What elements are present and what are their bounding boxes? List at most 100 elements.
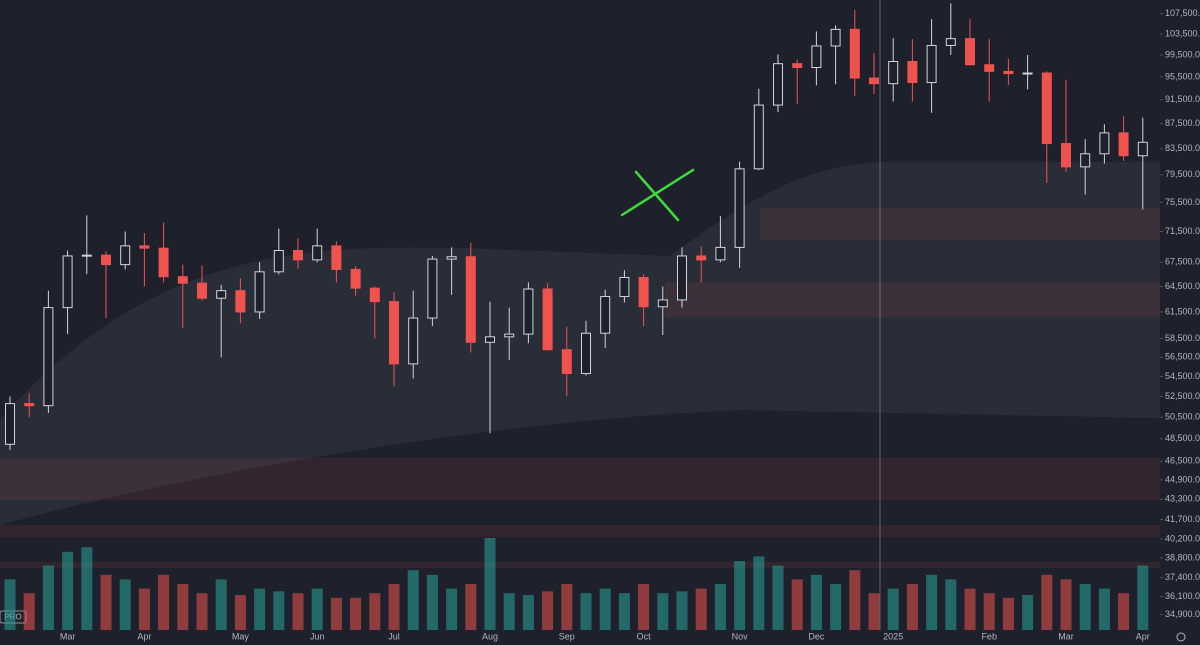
volume-zone (665, 282, 1160, 317)
volume-bar (676, 591, 688, 630)
candle-body (427, 258, 438, 319)
volume-bar (273, 591, 285, 630)
volume-bar (426, 574, 438, 630)
y-tick-label: 43,300.0 (1165, 494, 1200, 504)
band (0, 161, 1160, 525)
volume-bar (254, 588, 266, 630)
y-tick-label: 41,700.0 (1165, 514, 1200, 524)
candle-body (638, 276, 649, 308)
candle-body (1022, 72, 1033, 75)
candle-body (62, 255, 73, 309)
candle-body (389, 301, 399, 365)
drawn-x (620, 168, 695, 217)
candle-body (1118, 132, 1129, 157)
volume-bar (1022, 595, 1034, 630)
candle-body (561, 349, 572, 375)
volume-bar (177, 584, 189, 630)
x-tick-label: Apr (137, 631, 151, 641)
volume-bar (369, 593, 381, 630)
candle-body (773, 63, 783, 106)
candle-body (619, 276, 630, 298)
decorations (0, 0, 1160, 630)
candle-body (696, 255, 707, 261)
volume-bar (81, 547, 93, 630)
candle-body (465, 256, 476, 343)
candle-body (120, 245, 131, 266)
settings-icon[interactable] (1176, 632, 1186, 642)
volume-bar (618, 593, 630, 630)
volume-bar (657, 593, 669, 630)
drawn-x (634, 170, 680, 222)
volume-bar (4, 579, 16, 630)
volume-bar (753, 556, 765, 630)
volume-bar (100, 574, 112, 630)
y-tick-label: 79,500.0 (1165, 169, 1200, 179)
candle-body (504, 333, 515, 338)
candle-body (945, 38, 956, 46)
volume-bar (542, 591, 554, 630)
candle-body (1137, 141, 1148, 157)
y-tick-label: 58,500.0 (1165, 333, 1200, 343)
candle-body (81, 254, 92, 257)
volume-bar (1002, 597, 1014, 630)
volume-bar (714, 584, 726, 630)
candle-body (677, 255, 687, 301)
volume-bar (868, 593, 880, 630)
volume-bar (772, 565, 784, 630)
candle-body (254, 271, 265, 313)
volume-bar (638, 584, 650, 630)
x-tick-label: Oct (637, 631, 652, 641)
volume-bar (311, 588, 323, 630)
volume-bar (945, 579, 957, 630)
candle-body (273, 249, 284, 273)
volume-bar (887, 588, 899, 630)
candle-body (139, 245, 150, 249)
candle-body (792, 63, 803, 69)
y-tick-label: 38,800.0 (1165, 552, 1200, 562)
candle-body (5, 403, 15, 445)
candle-body (523, 288, 534, 335)
candle-body (158, 247, 169, 278)
volume-bar (62, 551, 74, 630)
x-tick-label: Jul (388, 631, 400, 641)
candle-body (177, 276, 188, 284)
y-tick-label: 44,900.0 (1165, 474, 1200, 484)
y-tick-label: 61,500.0 (1165, 306, 1200, 316)
volume-bar (599, 588, 611, 630)
volume-bar (983, 593, 995, 630)
volume-bar (484, 538, 496, 630)
volume-zone (0, 562, 1160, 568)
candle-body (965, 38, 975, 66)
candle-body (485, 336, 495, 343)
x-tick-label: Sep (559, 631, 575, 641)
volume-bar (830, 584, 842, 630)
candle-body (888, 61, 899, 85)
volume-bar (791, 579, 803, 630)
candle-body (331, 245, 342, 270)
candle-body (715, 246, 726, 261)
candle-body (1080, 153, 1091, 168)
volume-bar (695, 588, 707, 630)
y-tick-label: 64,500.0 (1165, 281, 1200, 291)
volume-bar (964, 588, 976, 630)
candle-body (197, 282, 207, 299)
y-tick-label: 71,500.0 (1165, 226, 1200, 236)
volume-bar (1079, 584, 1091, 630)
volume-bar (561, 584, 573, 630)
y-tick-label: 37,400.0 (1165, 572, 1200, 582)
volume-bar (503, 593, 515, 630)
volume-bar (1098, 588, 1110, 630)
y-tick-label: 91,500.0 (1165, 94, 1200, 104)
volume-bar (446, 588, 458, 630)
x-tick-label: May (232, 631, 250, 641)
candle-body (235, 290, 246, 313)
volume-bar (522, 595, 534, 630)
candle-body (1003, 70, 1014, 75)
y-tick-label: 46,500.0 (1165, 456, 1200, 466)
volume-bar (158, 574, 170, 630)
volume-bar (42, 565, 54, 630)
candle-body (446, 256, 457, 260)
y-tick-label: 107,500.0 (1165, 8, 1200, 18)
